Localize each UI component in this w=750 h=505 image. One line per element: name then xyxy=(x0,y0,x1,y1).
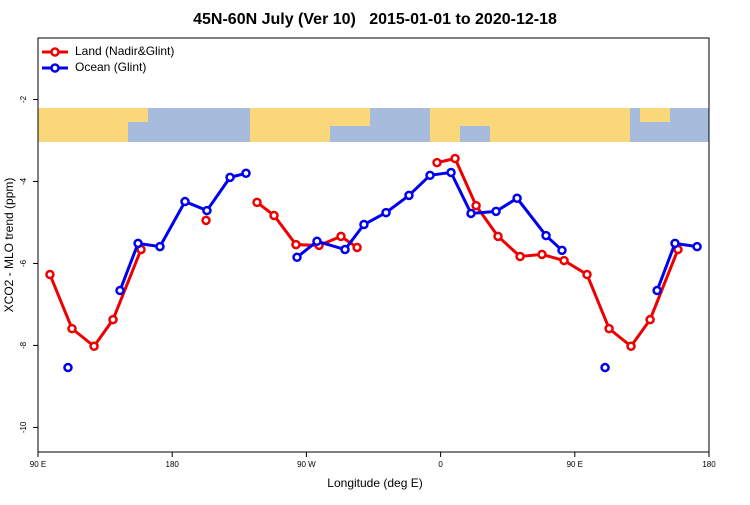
point xyxy=(512,193,522,204)
point xyxy=(670,238,680,249)
point xyxy=(471,200,481,211)
point xyxy=(493,231,503,242)
map-band xyxy=(38,108,709,142)
point xyxy=(63,362,73,373)
x-axis-label: Longitude (deg E) xyxy=(327,476,422,490)
point xyxy=(432,157,442,168)
point xyxy=(292,252,302,263)
point xyxy=(466,208,476,219)
point xyxy=(67,323,77,334)
point xyxy=(600,362,610,373)
point xyxy=(626,341,636,351)
x-tick-label: 90 E xyxy=(567,460,583,469)
plot-frame xyxy=(37,37,710,453)
y-tick-label: -2 xyxy=(19,95,28,103)
series-line xyxy=(118,170,698,292)
legend-label: Land (Nadir&Glint) xyxy=(75,44,174,58)
x-tick-label: 180 xyxy=(166,460,180,469)
point xyxy=(404,190,414,201)
point xyxy=(45,269,55,280)
x-tick-label: 0 xyxy=(438,460,443,469)
point xyxy=(557,245,567,256)
point xyxy=(582,269,592,280)
legend-label: Ocean (Glint) xyxy=(75,60,146,74)
map-land xyxy=(640,108,670,122)
point xyxy=(652,285,662,296)
point xyxy=(108,314,118,325)
y-tick-label: -6 xyxy=(19,259,28,267)
point xyxy=(381,207,391,218)
point xyxy=(201,215,211,226)
point xyxy=(559,255,569,266)
point xyxy=(425,170,435,181)
legend-marker xyxy=(50,63,60,73)
point xyxy=(541,230,551,241)
point xyxy=(450,153,460,164)
point xyxy=(133,238,143,249)
point xyxy=(252,197,262,208)
point xyxy=(89,341,99,351)
x-tick-label: 90 E xyxy=(30,460,46,469)
point xyxy=(312,236,322,247)
map-sea xyxy=(460,126,490,142)
map-land xyxy=(38,108,128,142)
point xyxy=(202,205,212,216)
point xyxy=(155,241,165,252)
point xyxy=(336,231,346,242)
y-tick-label: -10 xyxy=(19,421,28,433)
y-tick-label: -4 xyxy=(19,177,28,185)
point xyxy=(446,167,456,178)
x-tick-label: 180 xyxy=(702,460,716,469)
point xyxy=(241,168,251,179)
point xyxy=(645,314,655,325)
point xyxy=(180,196,190,207)
chart-title: 45N-60N July (Ver 10) 2015-01-01 to 2020… xyxy=(193,11,557,28)
y-tick-label: -8 xyxy=(19,341,28,349)
point xyxy=(359,219,369,230)
y-axis-label: XCO2 - MLO trend (ppm) xyxy=(2,178,16,313)
point xyxy=(269,210,279,221)
legend-marker xyxy=(50,47,60,57)
point xyxy=(225,172,235,183)
point xyxy=(515,251,525,262)
x-tick-label: 90 W xyxy=(297,460,316,469)
point xyxy=(352,242,362,253)
point xyxy=(604,323,614,334)
map-land xyxy=(330,108,370,126)
map-land xyxy=(128,108,148,122)
map-land xyxy=(250,108,330,142)
point xyxy=(537,249,547,260)
point xyxy=(692,241,702,252)
point xyxy=(491,206,501,217)
point xyxy=(115,285,125,296)
point xyxy=(340,244,350,255)
point xyxy=(291,239,301,250)
